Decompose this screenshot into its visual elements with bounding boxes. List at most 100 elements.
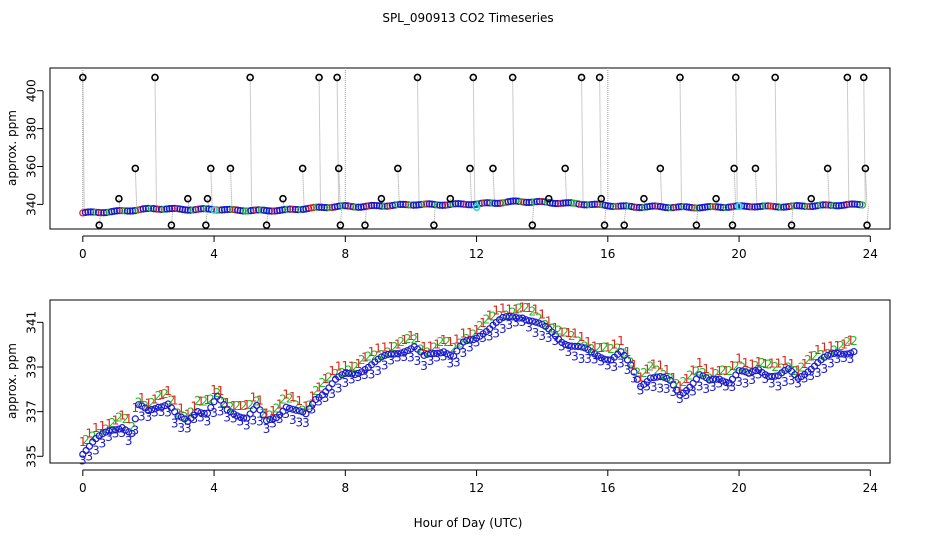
series-1-point: 1 — [158, 388, 166, 402]
top-y-axis-title: approx. ppm — [5, 110, 19, 186]
baseline-point — [178, 205, 187, 214]
baseline-point — [123, 207, 132, 215]
baseline-point — [743, 202, 751, 211]
baseline-point — [829, 201, 838, 210]
baseline-point — [184, 206, 192, 214]
baseline-point — [294, 205, 302, 214]
series-3-point: 3 — [296, 416, 304, 430]
series-1-point: 1 — [296, 394, 304, 408]
baseline-point — [840, 201, 848, 209]
baseline-point — [530, 198, 538, 206]
series-2-point: 2 — [154, 389, 162, 403]
baseline-point — [766, 202, 775, 210]
series-o-point — [843, 350, 851, 358]
baseline-point — [276, 206, 284, 215]
series-2-point: 2 — [319, 376, 327, 390]
baseline-point — [654, 202, 662, 210]
spike-line — [318, 77, 322, 208]
series-2-point: 2 — [384, 345, 392, 359]
series-1-point: 1 — [538, 308, 546, 322]
series-1-point: 1 — [519, 300, 527, 314]
series-3-point: 3 — [499, 322, 507, 336]
series-1-point: 1 — [479, 316, 487, 330]
series-2-point: 2 — [207, 392, 215, 406]
baseline-point — [633, 203, 641, 212]
spike-point — [333, 73, 341, 82]
series-1-point: 1 — [729, 359, 737, 373]
series-1-point: 1 — [466, 326, 474, 340]
series-1-point: 1 — [309, 390, 317, 404]
baseline-point — [832, 202, 840, 210]
baseline-point — [793, 202, 801, 210]
baseline-point — [318, 203, 326, 211]
series-o-point — [423, 350, 431, 358]
series-1-point: 1 — [230, 399, 238, 413]
series-o-point — [449, 352, 458, 360]
baseline-point — [129, 207, 137, 215]
baseline-point — [493, 199, 502, 208]
series-3-point: 3 — [761, 372, 769, 386]
spike-point — [315, 73, 323, 82]
baseline-point — [554, 199, 562, 208]
baseline-point — [87, 208, 95, 216]
baseline-point — [556, 199, 565, 208]
series-1-point: 1 — [473, 323, 481, 337]
series-3-point: 3 — [86, 449, 94, 463]
series-2-point: 2 — [286, 392, 294, 406]
series-2-point: 2 — [299, 404, 307, 418]
spike-point — [656, 164, 665, 173]
series-3-point: 3 — [755, 367, 763, 381]
baseline-point — [325, 204, 334, 212]
bottom-x-tick-label: 12 — [469, 481, 484, 495]
spike-point — [640, 194, 648, 203]
baseline-point — [685, 203, 693, 211]
spike-line — [754, 168, 758, 207]
series-1-point: 1 — [223, 396, 231, 410]
series-o-point — [847, 349, 855, 357]
baseline-point — [262, 207, 271, 215]
series-1-point: 1 — [250, 390, 258, 404]
series-o-point — [105, 427, 113, 435]
spike-point — [771, 73, 779, 82]
baseline-point — [814, 201, 822, 210]
baseline-point — [241, 207, 250, 215]
baseline-point — [265, 207, 273, 215]
baseline-point — [748, 203, 756, 211]
baseline-point — [764, 202, 772, 210]
series-o-point — [203, 409, 212, 417]
baseline-point — [533, 198, 541, 206]
series-3-point: 3 — [414, 354, 422, 368]
series-3-point: 3 — [394, 351, 402, 365]
series-2-point: 2 — [758, 356, 766, 370]
baseline-point — [281, 205, 289, 214]
baseline-point — [646, 202, 654, 211]
baseline-point — [459, 200, 468, 208]
baseline-point — [522, 198, 531, 207]
series-o-point — [210, 398, 218, 406]
baseline-point — [564, 199, 573, 207]
spike-point — [544, 194, 553, 203]
series-3-point: 3 — [538, 329, 546, 343]
spike-line — [864, 168, 868, 205]
series-o-point — [722, 378, 730, 386]
spike-point — [203, 194, 212, 203]
series-1-point: 1 — [118, 408, 126, 422]
spike-point — [446, 194, 455, 203]
series-3-point: 3 — [440, 349, 448, 363]
series-o-point — [344, 369, 353, 378]
series-2-point: 2 — [437, 335, 445, 349]
series-3-point: 3 — [223, 411, 231, 425]
spike-point — [361, 221, 369, 230]
series-2-point: 2 — [227, 400, 235, 414]
series-o-point — [436, 349, 445, 357]
series-3-point: 3 — [847, 352, 855, 366]
baseline-point — [436, 201, 444, 209]
series-o-point — [194, 408, 202, 416]
series-o-point — [430, 349, 438, 358]
series-o-point — [236, 413, 244, 421]
spike-line — [433, 204, 436, 226]
series-3-point: 3 — [171, 416, 179, 430]
series-3-point: 3 — [401, 350, 409, 364]
baseline-point — [310, 203, 318, 212]
